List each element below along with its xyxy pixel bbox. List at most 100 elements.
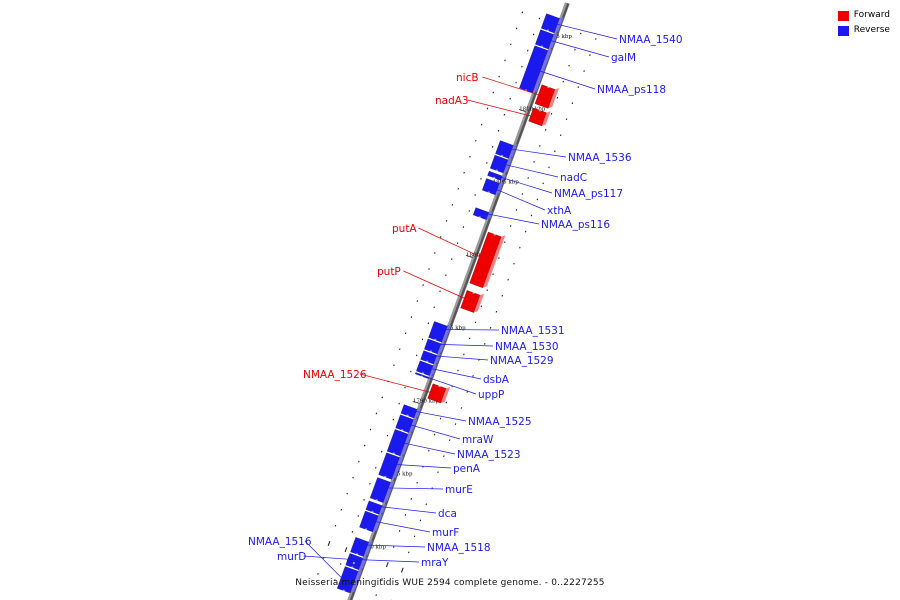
track-guide-mark <box>351 531 354 533</box>
gene-label-NMAA_1523[interactable]: NMAA_1523 <box>457 449 521 461</box>
track-guide-mark <box>363 444 366 447</box>
gene-label-putP[interactable]: putP <box>377 266 401 278</box>
gene-leader-line <box>373 487 444 490</box>
track-guide-mark <box>504 59 506 62</box>
gene-arrow-top <box>350 569 363 594</box>
track-guide-mark <box>445 220 448 222</box>
gene-arrow-NMAA_1529[interactable] <box>420 350 438 365</box>
gene-label-NMAA_1525[interactable]: NMAA_1525 <box>468 416 532 428</box>
gene-direction-marker <box>355 553 359 556</box>
gene-label-galM[interactable]: galM <box>611 52 636 64</box>
gene-label-murF[interactable]: murF <box>432 527 459 539</box>
gene-arrow-NMAA_1525[interactable] <box>400 404 418 419</box>
track-guide-mark <box>466 391 468 393</box>
track-guide-mark <box>510 43 512 46</box>
gene-label-dca[interactable]: dca <box>438 508 457 520</box>
gene-label-NMAA_1530[interactable]: NMAA_1530 <box>495 341 559 353</box>
gene-direction-marker <box>472 291 475 294</box>
track-guide-mark <box>559 134 562 137</box>
gene-label-NMAA_1531[interactable]: NMAA_1531 <box>501 325 565 337</box>
track-guide-mark <box>542 182 544 185</box>
gene-label-NMAA_1516[interactable]: NMAA_1516 <box>248 536 312 548</box>
track-guide-mark <box>375 594 377 596</box>
gene-leader-line <box>426 343 494 347</box>
track-guide-mark <box>462 226 465 228</box>
gene-arrow-dca[interactable] <box>365 500 383 515</box>
gene-arrow-top <box>372 514 383 532</box>
gene-label-dsbA[interactable]: dsbA <box>483 374 510 386</box>
track-guide-mark <box>381 396 384 399</box>
gene-label-NMAA_1518[interactable]: NMAA_1518 <box>427 542 491 554</box>
gene-leader-line <box>497 146 567 158</box>
gene-arrow-NMAA_1526[interactable] <box>427 383 447 404</box>
gene-label-nadC[interactable]: nadC <box>560 172 587 184</box>
gene-arrow-NMAA_ps117[interactable] <box>487 170 503 181</box>
track-guide-mark <box>433 306 435 309</box>
gene-label-mraY[interactable]: mraY <box>421 557 449 569</box>
track-guide-mark <box>544 128 547 131</box>
track-guide-mark <box>346 492 348 495</box>
gene-direction-marker <box>538 109 542 112</box>
gene-label-mraW[interactable]: mraW <box>462 434 494 446</box>
gene-arrow-top <box>440 386 451 404</box>
gene-label-putA[interactable]: putA <box>392 223 417 235</box>
gene-label-NMAA_1529[interactable]: NMAA_1529 <box>490 355 554 367</box>
gene-direction-marker <box>487 191 490 194</box>
track-guide-mark <box>532 33 535 36</box>
gene-arrow-putP[interactable] <box>460 290 481 313</box>
track-guide-mark <box>352 476 354 479</box>
gene-label-NMAA_ps117[interactable]: NMAA_ps117 <box>554 188 623 200</box>
track-guide-mark <box>579 32 582 35</box>
track-guide-mark <box>448 439 451 442</box>
track-guide-mark <box>334 524 337 527</box>
gene-arrow-nadC[interactable] <box>489 154 509 174</box>
track-guide-mark <box>404 513 407 516</box>
gene-label-NMAA_ps116[interactable]: NMAA_ps116 <box>541 219 610 231</box>
gene-label-murD[interactable]: murD <box>277 551 306 563</box>
track-guide-mark <box>415 354 418 357</box>
track-guide-mark <box>416 300 419 303</box>
gene-arrow-NMAA_1518[interactable] <box>350 537 370 557</box>
gene-label-nicB[interactable]: nicB <box>456 72 479 84</box>
gene-label-NMAA_1526[interactable]: NMAA_1526 <box>303 369 367 381</box>
gene-label-NMAA_1536[interactable]: NMAA_1536 <box>568 152 632 164</box>
gene-direction-marker <box>547 85 550 89</box>
gene-label-xthA[interactable]: xthA <box>547 205 572 217</box>
track-guide-mark <box>497 129 500 132</box>
track-guide-mark <box>457 369 459 372</box>
track-guide-mark <box>530 214 533 217</box>
track-guide-mark <box>533 160 535 163</box>
gene-label-uppP[interactable]: uppP <box>478 389 504 401</box>
axis-tick <box>412 400 420 404</box>
track-guide-mark <box>369 428 372 431</box>
track-guide-mark <box>468 210 471 212</box>
track-guide-mark <box>374 466 377 469</box>
gene-leader-line <box>537 36 610 58</box>
track-guide-mark <box>474 321 477 324</box>
gene-label-nadA3[interactable]: nadA3 <box>435 95 469 107</box>
gene-label-murE[interactable]: murE <box>445 484 473 496</box>
gene-leader-line <box>359 373 444 397</box>
track-guide-mark <box>400 567 404 573</box>
gene-leader-line <box>362 518 431 533</box>
gene-leader-line <box>492 161 559 178</box>
gene-label-NMAA_1540[interactable]: NMAA_1540 <box>619 34 683 46</box>
gene-leader-line <box>422 354 489 361</box>
gene-direction-marker <box>433 338 437 342</box>
gene-arrow-murE[interactable] <box>369 477 391 503</box>
gene-arrow-putA[interactable] <box>469 231 502 289</box>
gene-label-penA[interactable]: penA <box>453 463 481 475</box>
axis-tick-label: 1780 kbp <box>360 544 387 550</box>
track-guide-mark <box>556 96 559 99</box>
gene-leader-line <box>474 210 540 225</box>
gene-label-NMAA_ps118[interactable]: NMAA_ps118 <box>597 84 666 96</box>
track-guide-mark <box>327 540 331 546</box>
gene-arrow-top <box>437 342 446 354</box>
gene-arrow-NMAA_1536[interactable] <box>495 140 514 159</box>
track-guide-mark <box>419 519 422 522</box>
track-guide-mark <box>554 150 556 153</box>
gene-arrow-xthA[interactable] <box>482 178 500 196</box>
gene-leader-line <box>391 439 456 455</box>
track-guide-mark <box>577 86 580 89</box>
